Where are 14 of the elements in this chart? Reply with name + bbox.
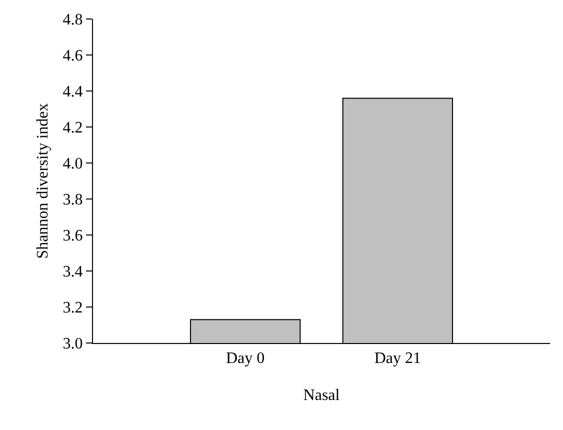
y-axis-title: Shannon diversity index [34,103,52,259]
y-tick-label: 3.6 [62,228,83,245]
y-tick-label: 4.8 [62,12,83,29]
y-tick-label: 3.4 [62,264,83,281]
y-tick-label: 3.8 [62,192,83,209]
y-tick-label: 3.0 [62,336,83,353]
y-tick-label: 4.0 [62,156,83,173]
y-tick-label: 4.4 [62,84,83,101]
y-tick-label: 4.6 [62,48,83,65]
x-tick-label: Day 0 [226,350,265,368]
y-tick-label: 4.2 [62,120,83,137]
x-tick-label: Day 21 [374,350,421,368]
x-axis-title: Nasal [303,386,340,404]
y-tick-label: 3.2 [62,300,83,317]
